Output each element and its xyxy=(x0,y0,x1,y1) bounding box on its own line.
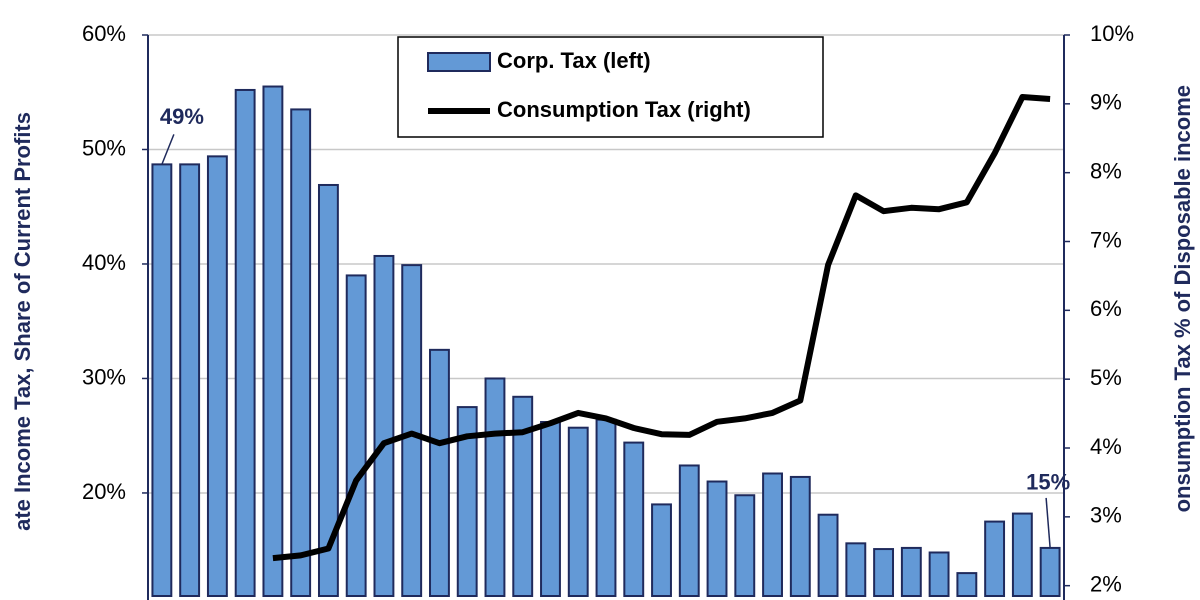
bar xyxy=(789,475,811,597)
data-label: 49% xyxy=(160,104,204,129)
bar xyxy=(345,274,367,597)
y2-tick-label: 9% xyxy=(1090,90,1122,115)
bar xyxy=(956,572,978,598)
bar xyxy=(651,503,672,598)
bar xyxy=(206,155,228,597)
label-leader xyxy=(1045,497,1051,548)
y-tick-label: 20% xyxy=(82,479,126,504)
bar xyxy=(429,348,450,597)
bar xyxy=(540,420,561,598)
y-tick-label: 60% xyxy=(82,21,126,46)
label-leader xyxy=(161,134,175,165)
bar xyxy=(179,163,201,597)
bar xyxy=(567,426,589,598)
bar xyxy=(595,418,617,597)
bar xyxy=(234,88,256,597)
bar xyxy=(456,406,478,597)
bar xyxy=(317,183,339,597)
y2-axis-title: onsumption Tax % of Disposable income xyxy=(1170,85,1195,512)
bar xyxy=(734,494,756,598)
y2-tick-label: 10% xyxy=(1090,21,1134,46)
bar xyxy=(984,520,1006,597)
legend-swatch xyxy=(427,52,491,72)
legend-label: Consumption Tax (right) xyxy=(497,97,751,122)
y-tick-label: 50% xyxy=(82,135,126,160)
y-tick-label: 30% xyxy=(82,364,126,389)
bar xyxy=(678,464,700,597)
bar xyxy=(1039,546,1061,598)
bar xyxy=(151,163,173,597)
data-label: 15% xyxy=(1026,470,1070,495)
y2-tick-label: 3% xyxy=(1090,503,1122,528)
y2-tick-label: 7% xyxy=(1090,227,1122,252)
bar xyxy=(845,542,867,598)
bar xyxy=(706,480,728,597)
bar xyxy=(900,546,922,598)
bar xyxy=(873,548,895,598)
bar xyxy=(262,85,284,597)
y2-tick-label: 6% xyxy=(1090,296,1122,321)
y2-tick-label: 2% xyxy=(1090,571,1122,596)
y-axis-title: ate Income Tax, Share of Current Profits xyxy=(10,112,35,531)
bar xyxy=(512,395,534,597)
legend-label: Corp. Tax (left) xyxy=(497,48,651,73)
bar xyxy=(484,377,506,597)
bar xyxy=(290,108,312,597)
y2-tick-label: 4% xyxy=(1090,434,1122,459)
y-tick-label: 40% xyxy=(82,250,126,275)
y2-tick-label: 5% xyxy=(1090,365,1122,390)
bar xyxy=(928,551,950,598)
bar xyxy=(623,441,645,597)
y2-tick-label: 8% xyxy=(1090,158,1122,183)
bar xyxy=(817,513,839,597)
bar xyxy=(762,472,783,597)
bar xyxy=(1011,512,1033,597)
bar xyxy=(401,264,423,597)
bar xyxy=(373,254,395,597)
line xyxy=(272,94,1051,562)
